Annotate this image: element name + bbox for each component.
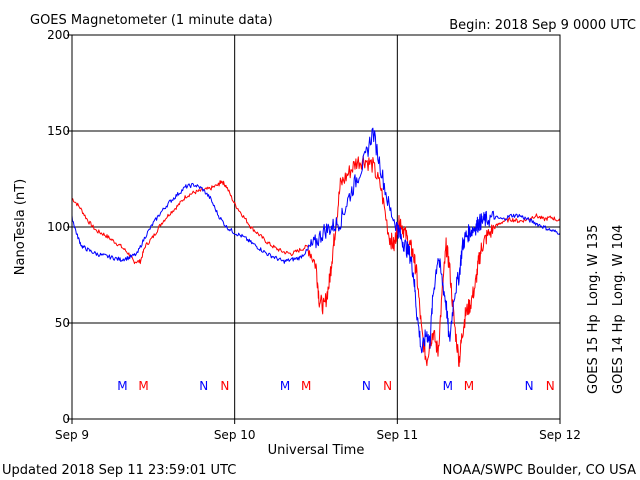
marker-label-1: M — [138, 379, 148, 393]
y-tick-label-0: 0 — [62, 412, 70, 426]
y-tick-label-1: 50 — [55, 316, 70, 330]
legend-goes15: GOES 15 Hp Long. W 135 — [586, 225, 601, 394]
marker-label-4: M — [280, 379, 290, 393]
marker-label-7: N — [383, 379, 392, 393]
legend-goes14: GOES 14 Hp Long. W 104 — [611, 225, 626, 394]
marker-label-2: N — [199, 379, 208, 393]
marker-label-11: N — [546, 379, 555, 393]
marker-label-3: N — [220, 379, 229, 393]
begin-date: Begin: 2018 Sep 9 0000 UTC — [449, 18, 636, 33]
chart-title: GOES Magnetometer (1 minute data) — [30, 13, 273, 28]
x-axis-ticks: Sep 9 Sep 10 Sep 11 Sep 12 — [55, 419, 581, 442]
x-axis-label: Universal Time — [268, 443, 365, 458]
y-tick-label-4: 200 — [47, 28, 70, 42]
updated-timestamp: Updated 2018 Sep 11 23:59:01 UTC — [2, 463, 236, 478]
marker-label-8: M — [443, 379, 453, 393]
y-axis-label: NanoTesla (nT) — [13, 179, 28, 275]
marker-label-0: M — [117, 379, 127, 393]
series-line-goes14 — [71, 127, 561, 354]
data-series — [71, 127, 561, 367]
y-tick-label-3: 150 — [47, 124, 70, 138]
series-line-goes15 — [71, 155, 561, 367]
x-tick-label-2: Sep 11 — [376, 428, 418, 442]
grid — [72, 35, 560, 419]
x-tick-label-1: Sep 10 — [214, 428, 256, 442]
y-tick-label-2: 100 — [47, 220, 70, 234]
marker-label-6: N — [362, 379, 371, 393]
marker-label-9: M — [464, 379, 474, 393]
credit-text: NOAA/SWPC Boulder, CO USA — [443, 463, 636, 478]
marker-label-5: M — [301, 379, 311, 393]
marker-label-10: N — [525, 379, 534, 393]
x-tick-label-0: Sep 9 — [55, 428, 89, 442]
x-tick-label-3: Sep 12 — [539, 428, 581, 442]
y-axis-ticks: 0 50 100 150 200 — [47, 28, 72, 426]
